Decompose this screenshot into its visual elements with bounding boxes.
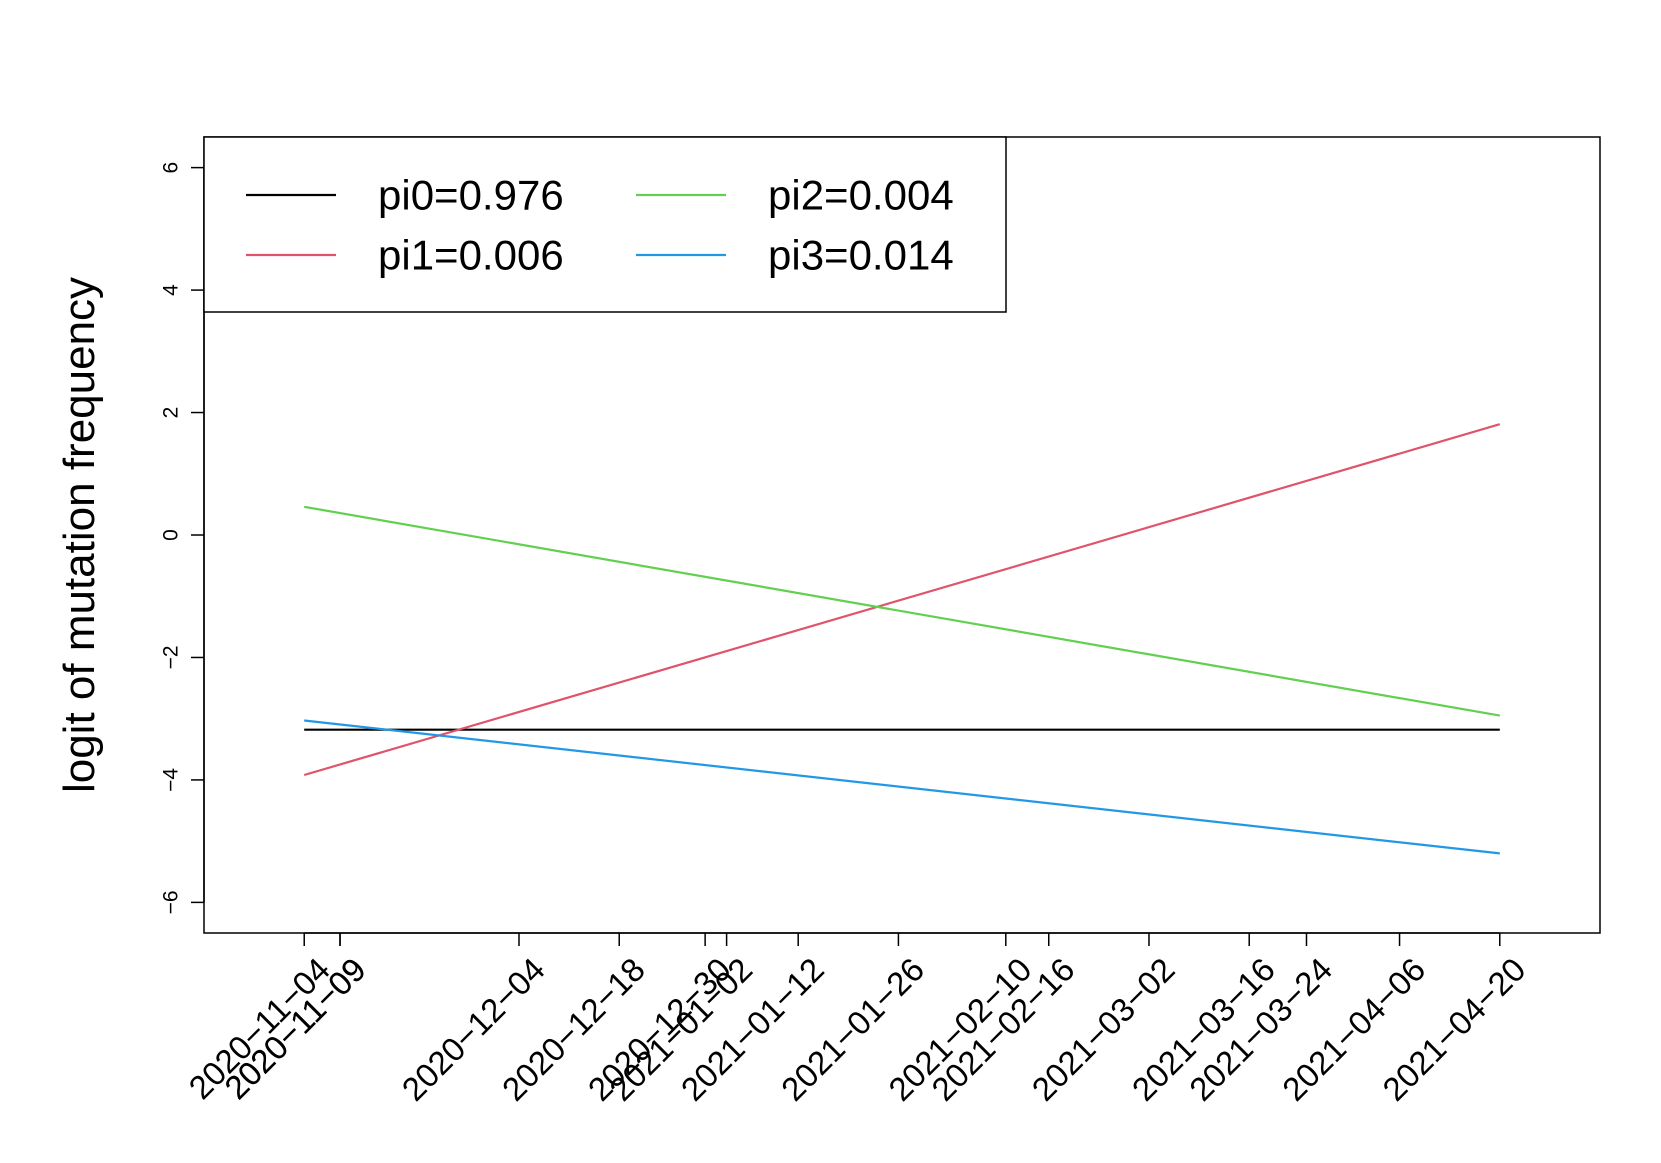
- series-line-pi1: [303, 423, 1501, 777]
- legend-label: pi0=0.976: [378, 172, 564, 219]
- legend-label: pi1=0.006: [378, 232, 564, 279]
- legend-item: pi2=0.004: [636, 172, 954, 219]
- y-tick-label: 0: [159, 529, 182, 541]
- y-tick-label: −2: [159, 645, 182, 669]
- legend-item: pi0=0.976: [246, 172, 564, 219]
- y-tick-label: 4: [159, 284, 182, 296]
- y-tick-label: 2: [159, 407, 182, 419]
- y-tick-label: −4: [159, 768, 182, 792]
- legend: pi0=0.976 pi1=0.006 pi2=0.004 pi3=0.014: [203, 136, 1007, 313]
- series-layer: [303, 423, 1501, 855]
- y-tick-label: −6: [159, 890, 182, 914]
- series-line-pi2: [304, 505, 1500, 717]
- legend-item: pi3=0.014: [636, 232, 954, 279]
- y-tick-label: 6: [159, 162, 182, 174]
- legend-item: pi1=0.006: [246, 232, 564, 279]
- legend-label: pi3=0.014: [768, 232, 954, 279]
- series-line-pi3: [304, 719, 1500, 855]
- y-axis-title: logit of mutation frequency: [55, 277, 104, 793]
- legend-box: [203, 136, 1007, 313]
- legend-label: pi2=0.004: [768, 172, 954, 219]
